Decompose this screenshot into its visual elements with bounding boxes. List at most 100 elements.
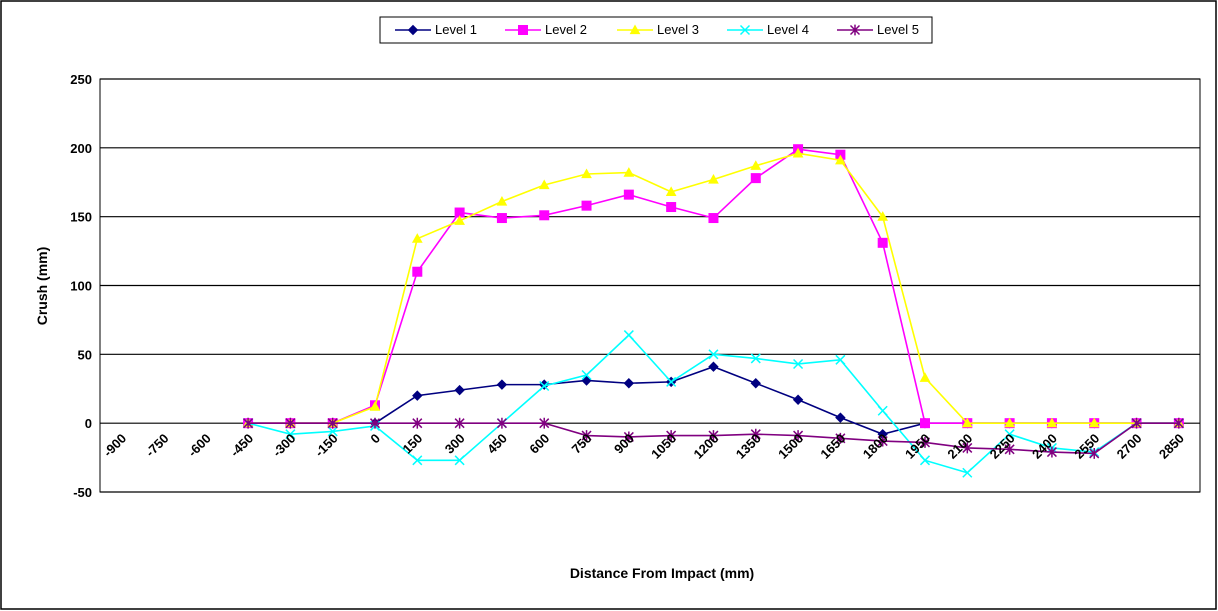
data-point-x	[739, 24, 751, 36]
data-point-star	[539, 417, 550, 429]
data-point-triangle	[877, 211, 889, 221]
legend-label: Level 4	[767, 22, 809, 37]
series-level-5	[243, 417, 1184, 459]
data-point-square	[666, 202, 677, 213]
data-point-diamond	[708, 361, 719, 372]
data-point-diamond	[792, 394, 804, 405]
data-point-star	[962, 442, 973, 454]
data-point-triangle	[835, 154, 846, 165]
series-lines	[242, 144, 1185, 478]
data-point-square	[877, 237, 888, 248]
x-axis-title: Distance From Impact (mm)	[570, 565, 754, 581]
data-point-star	[496, 417, 507, 429]
data-point-x	[327, 426, 338, 437]
data-point-triangle	[1004, 417, 1015, 428]
data-point-triangle	[750, 160, 762, 170]
data-point-square	[708, 213, 719, 224]
y-tick-label: 0	[85, 416, 92, 431]
data-point-star	[1004, 443, 1015, 455]
data-point-square	[496, 213, 507, 224]
data-point-star	[623, 431, 634, 443]
legend-label: Level 1	[435, 22, 477, 37]
data-point-star	[877, 435, 888, 447]
data-point-star	[285, 417, 296, 429]
data-point-star	[327, 417, 338, 429]
data-point-square	[539, 210, 550, 221]
data-point-x	[1004, 429, 1015, 440]
data-point-triangle	[919, 372, 931, 382]
data-point-square	[412, 266, 423, 277]
data-point-x	[708, 349, 719, 360]
data-point-triangle	[538, 179, 550, 190]
data-point-triangle	[581, 168, 592, 179]
legend-item: Level 1	[395, 22, 477, 37]
data-point-star	[412, 417, 423, 429]
y-tick-label: 150	[70, 210, 92, 225]
data-point-star	[243, 417, 254, 429]
data-point-triangle	[454, 215, 465, 225]
data-point-square	[623, 189, 634, 200]
legend-box	[379, 16, 933, 44]
y-tick-label: 50	[78, 347, 92, 362]
data-point-square	[750, 173, 761, 184]
data-point-star	[708, 430, 719, 441]
legend-item: Level 4	[727, 22, 809, 37]
legend-item: Level 2	[505, 22, 587, 37]
data-point-star	[835, 432, 846, 444]
data-point-x	[793, 358, 804, 370]
y-axis-title: Crush (mm)	[34, 247, 50, 326]
data-point-triangle	[792, 147, 804, 158]
data-point-diamond	[835, 412, 846, 423]
data-point-x	[750, 353, 761, 364]
data-point-triangle	[623, 167, 635, 177]
data-point-star	[369, 417, 381, 429]
data-point-triangle	[1046, 417, 1058, 428]
data-point-star	[1131, 417, 1142, 429]
data-point-diamond	[623, 378, 635, 389]
data-point-x	[539, 380, 550, 392]
data-point-star	[581, 430, 592, 441]
data-point-diamond	[750, 378, 761, 389]
data-point-triangle	[496, 195, 508, 206]
data-point-x	[581, 369, 592, 381]
data-point-star	[1173, 417, 1184, 429]
y-axis-ticks: -50 0 50 100 150 200 250	[70, 72, 92, 500]
data-point-square	[518, 25, 528, 35]
data-point-x	[962, 467, 973, 478]
data-point-star	[1046, 446, 1057, 458]
data-point-square	[920, 418, 930, 429]
data-point-triangle	[369, 401, 381, 411]
y-tick-label: 200	[70, 141, 92, 156]
data-point-triangle	[708, 173, 719, 184]
data-point-triangle	[961, 417, 973, 428]
legend-label: Level 2	[545, 22, 587, 37]
legend-item: Level 3	[617, 22, 699, 37]
data-point-x	[877, 405, 888, 416]
y-tick-label: 250	[70, 72, 92, 87]
y-tick-label: -50	[73, 485, 92, 500]
data-point-x	[454, 455, 465, 466]
data-point-star	[666, 430, 677, 441]
data-point-triangle	[411, 233, 423, 243]
data-point-diamond	[496, 379, 508, 390]
data-point-star	[793, 430, 804, 441]
data-point-diamond	[407, 24, 419, 36]
data-point-triangle	[665, 186, 677, 196]
data-point-star	[919, 437, 931, 448]
legend-item: Level 5	[837, 22, 919, 37]
legend-label: Level 5	[877, 22, 919, 37]
data-point-diamond	[454, 384, 465, 396]
data-point-square	[581, 200, 592, 211]
data-point-triangle	[1088, 417, 1100, 428]
data-point-star	[750, 428, 761, 440]
data-point-star	[454, 417, 465, 429]
data-point-star	[849, 24, 861, 36]
data-point-x	[666, 376, 677, 387]
data-point-x	[412, 455, 423, 466]
data-point-x	[623, 330, 634, 341]
data-point-triangle	[629, 24, 641, 35]
legend-items: Level 1 Level 2 Level 3 Level 4 Level 5	[395, 22, 919, 37]
data-point-x	[285, 429, 296, 440]
